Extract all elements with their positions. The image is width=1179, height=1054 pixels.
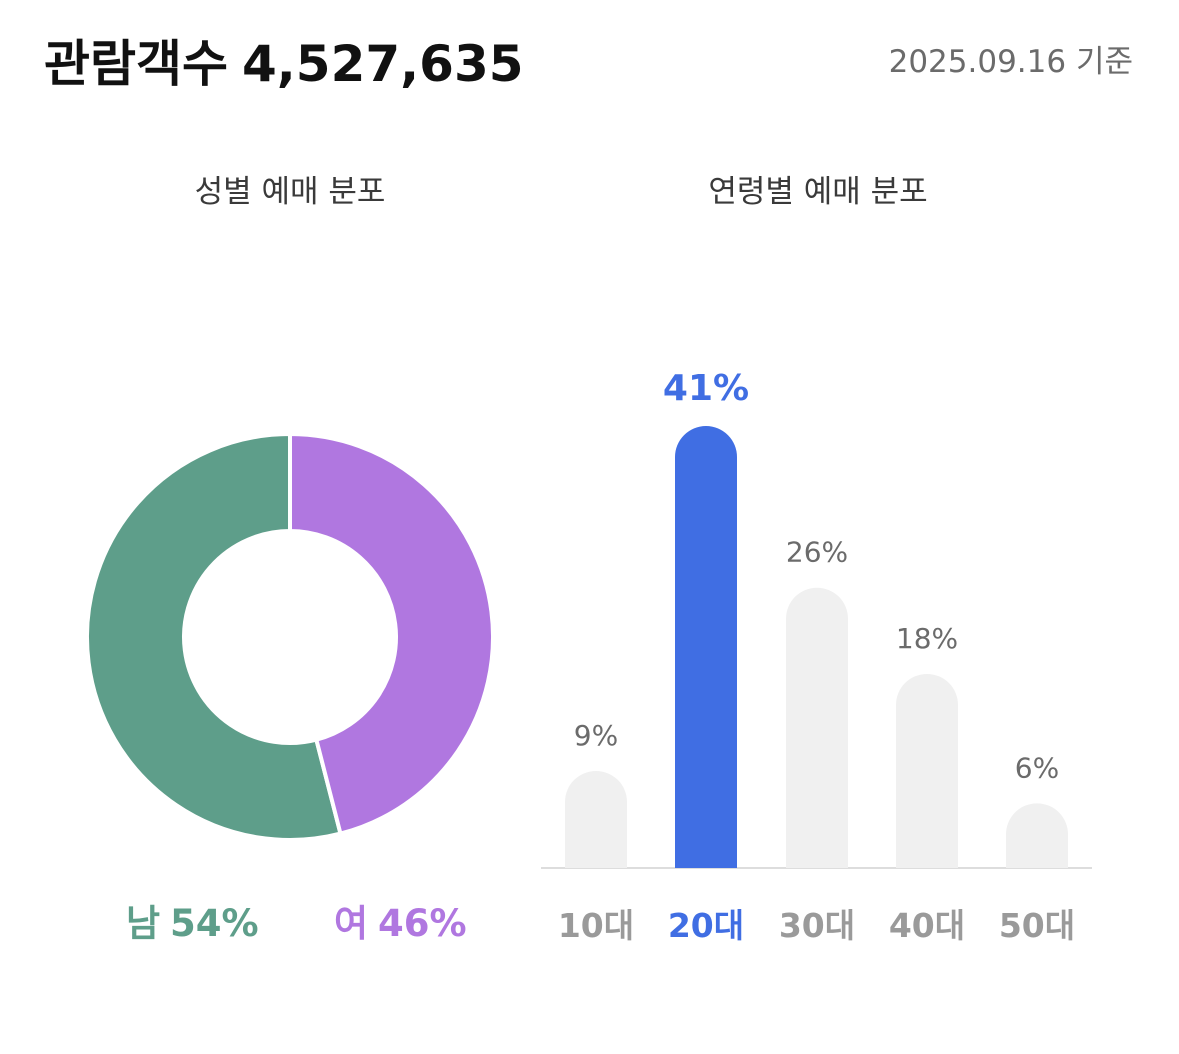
bar-category-label: 10대 bbox=[558, 906, 634, 945]
reference-date: 2025.09.16 기준 bbox=[888, 44, 1133, 80]
legend-female: 여 46% bbox=[334, 893, 467, 947]
viewer-count-label: 관람객수 bbox=[44, 35, 228, 93]
age-chart-title: 연령별 예매 분포 bbox=[708, 174, 928, 210]
legend-male-label: 남 bbox=[126, 902, 161, 945]
legend-female-value: 46% bbox=[378, 902, 467, 945]
bar-category-label: 30대 bbox=[779, 906, 855, 945]
bar-value-label: 6% bbox=[1015, 751, 1059, 784]
bar-30대 bbox=[786, 587, 848, 868]
bar-value-label: 26% bbox=[786, 536, 848, 569]
donut-slice-male bbox=[85, 431, 343, 842]
gender-donut-chart bbox=[85, 431, 495, 842]
viewer-count-value: 4,527,635 bbox=[242, 35, 524, 93]
donut-slice-female bbox=[288, 431, 495, 837]
bar-category-label: 50대 bbox=[999, 906, 1075, 945]
bar-category-label: 40대 bbox=[889, 906, 965, 945]
bar-10대 bbox=[565, 770, 627, 868]
bar-20대 bbox=[675, 426, 737, 868]
legend-male-value: 54% bbox=[170, 902, 259, 945]
bar-value-label: 41% bbox=[663, 368, 749, 409]
gender-chart-title: 성별 예매 분포 bbox=[194, 174, 386, 210]
bar-value-label: 9% bbox=[574, 719, 618, 752]
bar-40대 bbox=[896, 673, 958, 868]
bar-category-label: 20대 bbox=[668, 906, 744, 945]
legend-male: 남 54% bbox=[126, 893, 259, 947]
legend-female-label: 여 bbox=[334, 902, 369, 945]
page-title: 관람객수 4,527,635 bbox=[44, 24, 524, 96]
bar-value-label: 18% bbox=[896, 622, 958, 655]
bar-50대 bbox=[1006, 803, 1068, 868]
